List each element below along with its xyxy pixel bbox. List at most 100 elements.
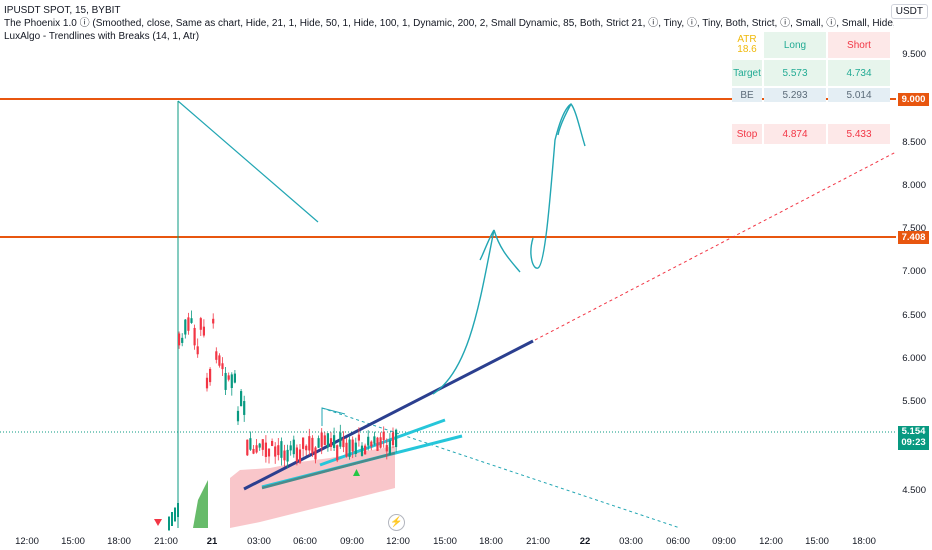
candle [181, 337, 184, 343]
time-tick: 09:00 [712, 536, 736, 547]
trendline-extension-down [321, 407, 681, 529]
candle [261, 439, 264, 450]
candle [255, 445, 258, 453]
candle [230, 374, 233, 388]
time-tick: 06:00 [293, 536, 317, 547]
time-tick: 09:00 [340, 536, 364, 547]
candle [215, 351, 218, 360]
candle [388, 440, 391, 455]
candle [382, 431, 385, 441]
candle [258, 443, 261, 448]
candle [326, 433, 329, 448]
time-tick: 12:00 [15, 536, 39, 547]
candle [364, 445, 367, 455]
candle [348, 439, 351, 457]
trendline-blue[interactable] [243, 339, 534, 491]
candle [193, 327, 196, 346]
short-header: Short [828, 32, 890, 58]
candle [205, 377, 209, 389]
legend-symbol[interactable]: IPUSDT SPOT, 15, BYBIT [4, 5, 121, 16]
candle [345, 442, 348, 457]
price-tick: 7.500 [902, 223, 926, 234]
target-label: Target [732, 60, 762, 86]
candle [370, 441, 373, 447]
time-tick: 12:00 [386, 536, 410, 547]
candle [289, 445, 292, 451]
candle [354, 442, 357, 454]
candle [314, 447, 317, 460]
be-label: BE [732, 88, 762, 102]
stop-long-value: 4.874 [764, 124, 826, 144]
candle [342, 438, 345, 448]
replay-icon[interactable]: ⚡ [388, 514, 405, 531]
time-tick: 12:00 [759, 536, 783, 547]
candle [329, 438, 333, 447]
candle [236, 410, 240, 422]
atr-label: ATR [737, 34, 757, 45]
candle [323, 435, 326, 446]
trendline-teal[interactable] [261, 451, 396, 490]
price-tick: 4.500 [902, 485, 926, 496]
target-long-value: 5.573 [764, 60, 826, 86]
candle [339, 432, 342, 447]
candle [391, 432, 395, 446]
candle [243, 401, 246, 415]
buy-signal-marker [353, 469, 360, 476]
stop-short-value: 5.433 [828, 124, 890, 144]
candle [240, 391, 243, 407]
candle [305, 445, 308, 451]
legend-phoenix-indicator[interactable]: The Phoenix 1.0 ⓘ (Smoothed, close, Same… [4, 18, 894, 29]
stop-label: Stop [732, 124, 762, 144]
candle [317, 438, 320, 448]
atr-value: 18.6 [737, 44, 757, 55]
candle [274, 446, 277, 457]
candle [379, 437, 382, 448]
candle [376, 437, 379, 451]
last-price-value: 5.154 [901, 426, 926, 437]
candle [171, 512, 173, 526]
candle [209, 368, 212, 383]
phoenix-green-cloud [193, 480, 208, 528]
candle [212, 318, 215, 324]
candle [178, 333, 181, 346]
price-tick: 8.500 [902, 137, 926, 148]
phoenix-table: ATR 18.6 Long Short Target 5.573 4.734 BE… [730, 30, 892, 146]
candle [351, 439, 354, 452]
currency-button[interactable]: USDT [890, 4, 928, 19]
time-tick: 03:00 [247, 536, 271, 547]
lower-level-price-tag: 7.408 [898, 231, 929, 244]
time-tick: 21:00 [154, 536, 178, 547]
drawing-diagonal-line[interactable] [177, 100, 319, 223]
candle [395, 429, 398, 448]
candle [246, 439, 249, 456]
trendline-extension-up [534, 151, 897, 341]
time-tick-day: 22 [579, 536, 591, 547]
candle [367, 436, 370, 446]
candle [385, 445, 388, 452]
time-tick: 18:00 [852, 536, 876, 547]
price-tick: 7.000 [902, 266, 926, 277]
time-tick: 18:00 [479, 536, 503, 547]
be-long-value: 5.293 [764, 88, 826, 102]
projection-drawing[interactable] [432, 103, 586, 395]
price-tick: 9.500 [902, 49, 926, 60]
trendline-cyan-1[interactable] [319, 418, 446, 467]
candle [233, 373, 236, 383]
last-price-tag: 5.154 09:23 [898, 426, 929, 450]
candle [308, 436, 311, 451]
candle [202, 326, 205, 336]
atr-cell: ATR 18.6 [732, 32, 762, 58]
candle [298, 449, 302, 463]
time-tick: 06:00 [666, 536, 690, 547]
legend-luxalgo-indicator[interactable]: LuxAlgo - Trendlines with Breaks (14, 1,… [4, 31, 200, 42]
candle [360, 445, 364, 456]
candle [311, 437, 314, 454]
candle [320, 432, 323, 447]
candle [221, 363, 224, 370]
candle [336, 445, 339, 461]
candle [280, 441, 283, 458]
candle [333, 435, 336, 448]
candle [295, 447, 298, 462]
candle [227, 375, 230, 380]
